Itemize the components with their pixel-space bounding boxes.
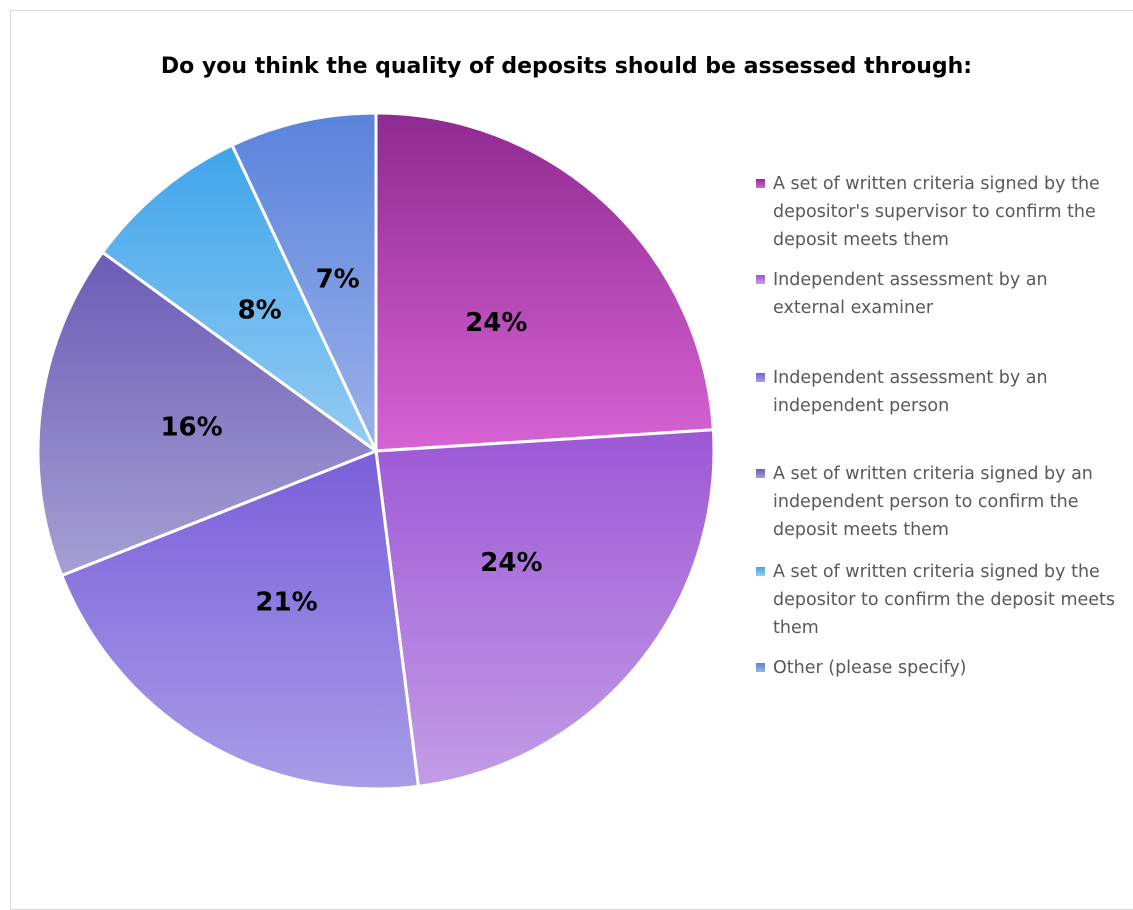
legend-swatch	[756, 275, 765, 284]
legend-swatch	[756, 567, 765, 576]
legend-label: A set of written criteria signed by the …	[773, 562, 1116, 638]
legend-item-1: A set of written criteria signed by the …	[756, 170, 1123, 254]
slice-label-1: 24%	[465, 308, 527, 338]
legend-swatch	[756, 469, 765, 478]
legend-label: A set of written criteria signed by an i…	[773, 464, 1093, 540]
legend-swatch	[756, 179, 765, 188]
pie-chart: 24% 24% 21% 16% 8% 7%	[36, 111, 716, 791]
pie-slice-5	[100, 143, 378, 453]
legend-label: Independent assessment by an independent…	[773, 368, 1048, 416]
slice-label-5: 8%	[238, 295, 282, 325]
legend-label: Other (please specify)	[773, 658, 967, 678]
pie-slice-4	[36, 250, 380, 578]
pie-slice-3	[59, 448, 421, 791]
legend-label: A set of written criteria signed by the …	[773, 174, 1100, 250]
slice-label-4: 16%	[160, 413, 222, 443]
pie-slice-6	[230, 111, 378, 452]
legend-swatch	[756, 663, 765, 672]
chart-title: Do you think the quality of deposits sho…	[160, 54, 973, 79]
legend-item-3: Independent assessment by an independent…	[756, 364, 1123, 420]
legend-item-6: Other (please specify)	[756, 654, 1123, 682]
slice-label-2: 24%	[480, 548, 542, 578]
legend-label: Independent assessment by an external ex…	[773, 270, 1048, 318]
slice-label-3: 21%	[255, 587, 317, 617]
pie-slice-2	[374, 428, 716, 789]
legend-swatch	[756, 373, 765, 382]
pie-slice-1	[374, 111, 715, 453]
legend-item-4: A set of written criteria signed by an i…	[756, 460, 1123, 544]
legend-item-5: A set of written criteria signed by the …	[756, 558, 1123, 642]
legend-item-2: Independent assessment by an external ex…	[756, 266, 1123, 322]
slice-label-6: 7%	[316, 264, 360, 294]
